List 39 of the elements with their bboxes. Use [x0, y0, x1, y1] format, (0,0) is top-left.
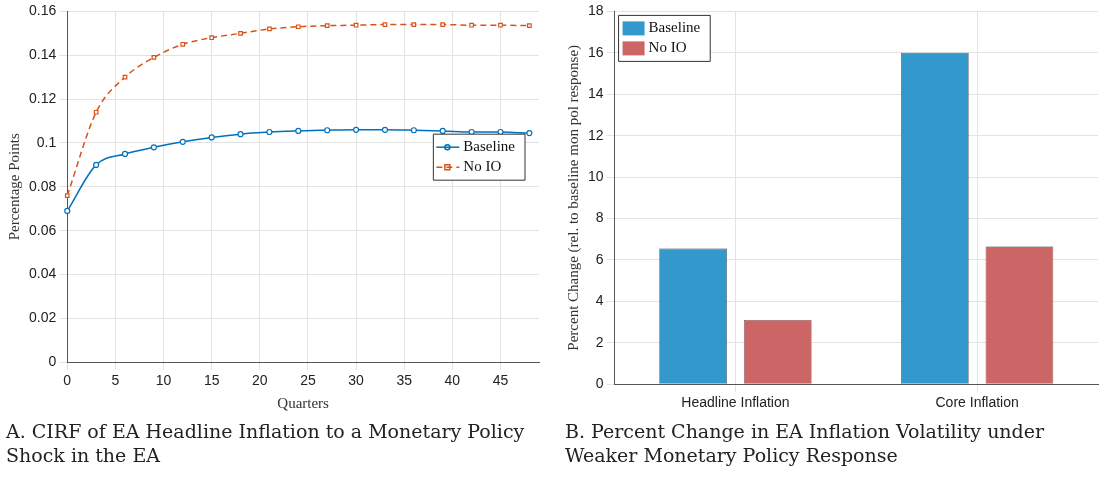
x-axis-title: Quarters	[277, 394, 330, 411]
y-tick-label: 12	[587, 126, 604, 143]
y-tick-label: 14	[587, 85, 604, 102]
y-tick-label: 10	[587, 167, 604, 184]
y-tick-label: 4	[595, 292, 604, 309]
legend-label: No IO	[648, 39, 687, 56]
x-tick-label: 5	[111, 372, 120, 389]
y-tick-label: 2	[595, 333, 604, 350]
y-tick-label: 16	[587, 43, 604, 60]
y-tick-label: 6	[595, 250, 604, 267]
x-tick-label: 15	[203, 372, 220, 389]
legend-label: Baseline	[648, 19, 701, 36]
x-tick-label: 40	[444, 372, 461, 389]
y-axis-title: Percent Change (rel. to baseline mon pol response)	[564, 44, 582, 351]
y-tick-label: 0.1	[36, 133, 57, 150]
x-tick-label: 25	[300, 372, 316, 389]
y-tick-label: 8	[595, 209, 604, 226]
text: B. Percent Change in EA Inflation Volatility under Weaker Monetary Policy Response	[565, 419, 1046, 467]
x-tick-label: 10	[155, 372, 172, 389]
y-axis-title: Percentage Points	[5, 133, 22, 241]
y-tick-label: 18	[587, 2, 604, 19]
y-tick-label: 0.02	[29, 309, 57, 326]
y-tick-label: 0.12	[29, 89, 57, 106]
y-tick-label: 0.06	[29, 221, 57, 238]
y-tick-label: 0.08	[29, 177, 57, 194]
text: A. CIRF of EA Headline Inflation to a Monetary Policy Shock in the EA	[6, 419, 526, 467]
x-tick-label: Core Inflation	[935, 394, 1019, 411]
y-tick-label: 0.04	[29, 265, 57, 282]
x-tick-label: Headline Inflation	[681, 394, 790, 411]
x-tick-label: 20	[252, 372, 268, 389]
y-tick-label: 0.16	[29, 2, 57, 19]
legend-label: Baseline	[463, 138, 516, 155]
y-tick-label: 0	[48, 353, 57, 370]
legend-label: No IO	[463, 158, 502, 175]
x-tick-label: 30	[348, 372, 365, 389]
x-tick-label: 45	[492, 372, 509, 389]
x-tick-label: 0	[63, 372, 72, 389]
y-tick-label: 0.14	[29, 46, 57, 63]
x-tick-label: 35	[396, 372, 413, 389]
